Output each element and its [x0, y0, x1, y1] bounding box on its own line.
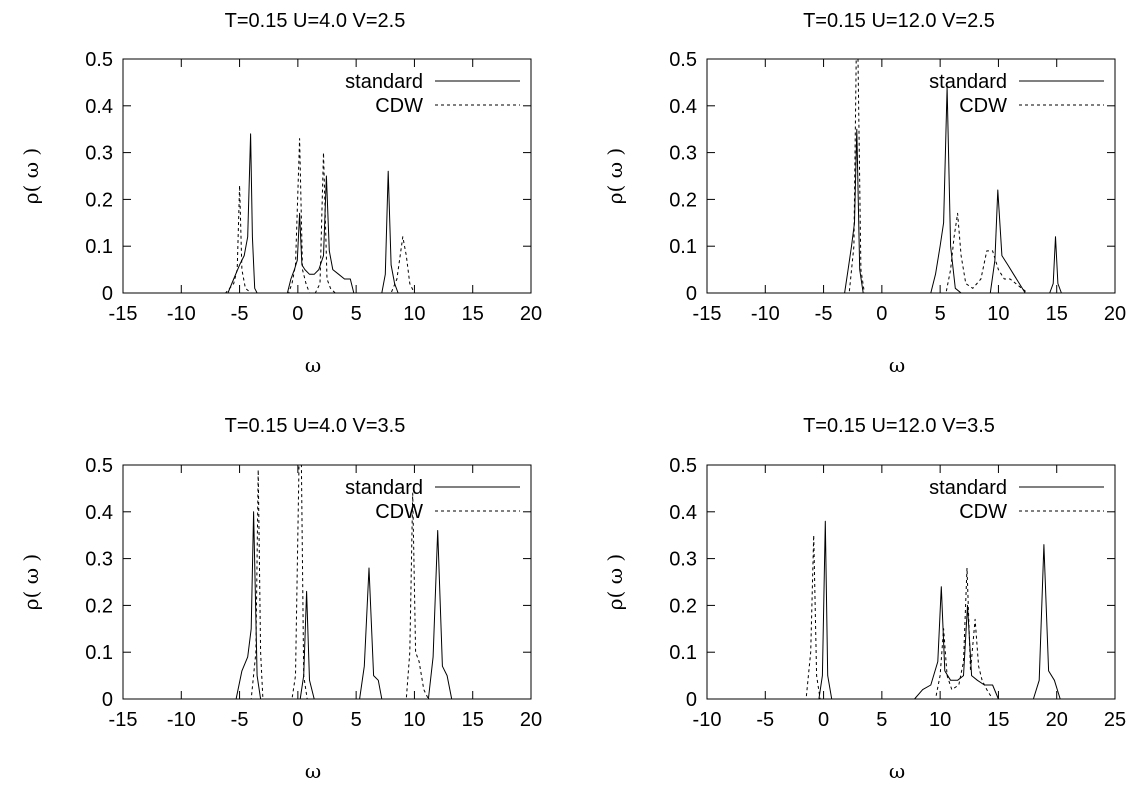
y-tick-label: 0.2	[669, 595, 697, 617]
x-tick-label: -15	[693, 303, 722, 325]
y-tick-label: 0.3	[85, 549, 113, 571]
x-axis-label: ω	[889, 353, 905, 377]
x-tick-label: -10	[167, 709, 196, 731]
chart-panel-3: T=0.15 U=4.0 V=3.5 -15 -10 -5 0 5 10 15 20 0 0.1 0.…	[19, 415, 542, 783]
y-tick-label: 0.5	[669, 49, 697, 71]
series-line-standard	[123, 133, 531, 294]
x-tick-label: -15	[109, 303, 138, 325]
chart-title: T=0.15 U=4.0 V=3.5	[225, 415, 406, 437]
y-tick-label: 0	[686, 283, 697, 305]
y-tick-label: 0.2	[669, 189, 697, 211]
y-tick-label: 0.4	[669, 96, 697, 118]
plot-frame	[706, 58, 1116, 294]
legend-label-standard: standard	[345, 477, 423, 499]
x-tick-label: 15	[462, 303, 484, 325]
legend-label-cdw: CDW	[375, 501, 423, 523]
chart-title: T=0.15 U=12.0 V=2.5	[803, 10, 995, 32]
y-tick-label: 0.4	[669, 502, 697, 524]
y-tick-label: 0	[102, 283, 113, 305]
y-tick-label: 0.2	[85, 595, 113, 617]
x-tick-label: -10	[693, 709, 722, 731]
series-line-cdw	[707, 58, 1115, 294]
y-tick-label: 0.4	[85, 502, 113, 524]
chart-panel-4: T=0.15 U=12.0 V=3.5 -10 -5 0 5 10 15 20 25 0 0.1 0.…	[603, 415, 1126, 783]
series-line-standard	[707, 86, 1115, 294]
x-tick-label: 5	[935, 303, 946, 325]
y-tick-label: 0	[102, 689, 113, 711]
plot-frame	[122, 58, 532, 294]
x-tick-label: -15	[109, 709, 138, 731]
x-tick-label: 10	[987, 303, 1009, 325]
x-tick-label: 5	[876, 709, 887, 731]
x-tick-label: 0	[876, 303, 887, 325]
x-tick-label: 20	[520, 303, 542, 325]
x-tick-label: -5	[756, 709, 774, 731]
plot-frame	[122, 464, 532, 700]
y-tick-label: 0.3	[669, 143, 697, 165]
x-tick-label: 10	[929, 709, 951, 731]
x-tick-label: 10	[403, 709, 425, 731]
x-tick-label: 20	[520, 709, 542, 731]
legend-label-cdw: CDW	[959, 95, 1007, 117]
y-tick-label: 0.1	[85, 236, 113, 258]
series-line-cdw	[707, 534, 1115, 700]
chart-panel-2: T=0.15 U=12.0 V=2.5 -15 -10 -5 0 5 10 15 20 0 0.1 0…	[603, 10, 1126, 377]
x-tick-label: 15	[1046, 303, 1068, 325]
x-tick-label: -5	[231, 709, 249, 731]
x-axis-label: ω	[305, 759, 321, 783]
y-tick-label: 0.5	[85, 49, 113, 71]
series-line-cdw	[123, 138, 531, 294]
x-tick-label: -5	[231, 303, 249, 325]
x-tick-label: 10	[403, 303, 425, 325]
legend-label-standard: standard	[345, 71, 423, 93]
x-tick-label: 20	[1046, 709, 1068, 731]
x-tick-label: 5	[351, 709, 362, 731]
x-axis-label: ω	[305, 353, 321, 377]
chart-title: T=0.15 U=12.0 V=3.5	[803, 415, 995, 437]
x-tick-label: -10	[751, 303, 780, 325]
legend-label-standard: standard	[929, 477, 1007, 499]
chart-panel-1: T=0.15 U=4.0 V=2.5 -15 -10 -5 0 5 10 15 20 0 0.1 0.…	[19, 10, 542, 377]
y-tick-label: 0.1	[669, 642, 697, 664]
x-tick-label: 25	[1104, 709, 1126, 731]
y-axis-label: ρ( ω )	[603, 148, 627, 204]
legend-label-standard: standard	[929, 71, 1007, 93]
series-line-standard	[707, 520, 1115, 700]
y-tick-label: 0.1	[669, 236, 697, 258]
legend-label-cdw: CDW	[959, 501, 1007, 523]
legend-label-cdw: CDW	[375, 95, 423, 117]
x-tick-label: -5	[815, 303, 833, 325]
x-tick-label: 0	[292, 303, 303, 325]
y-tick-label: 0.3	[669, 549, 697, 571]
x-tick-label: -10	[167, 303, 196, 325]
y-tick-label: 0	[686, 689, 697, 711]
plot-frame	[706, 464, 1116, 700]
y-tick-label: 0.5	[669, 455, 697, 477]
x-tick-label: 15	[462, 709, 484, 731]
x-axis-label: ω	[889, 759, 905, 783]
series-line-standard	[123, 511, 531, 700]
y-tick-label: 0.5	[85, 455, 113, 477]
y-axis-label: ρ( ω )	[19, 148, 43, 204]
x-tick-label: 0	[818, 709, 829, 731]
chart-title: T=0.15 U=4.0 V=2.5	[225, 10, 406, 32]
y-tick-label: 0.2	[85, 189, 113, 211]
series-line-cdw	[123, 464, 531, 700]
y-axis-label: ρ( ω )	[19, 554, 43, 610]
y-axis-label: ρ( ω )	[603, 554, 627, 610]
x-tick-label: 20	[1104, 303, 1126, 325]
y-tick-label: 0.4	[85, 96, 113, 118]
x-tick-label: 5	[351, 303, 362, 325]
x-tick-label: 0	[292, 709, 303, 731]
y-tick-label: 0.1	[85, 642, 113, 664]
x-tick-label: 15	[987, 709, 1009, 731]
y-tick-label: 0.3	[85, 143, 113, 165]
